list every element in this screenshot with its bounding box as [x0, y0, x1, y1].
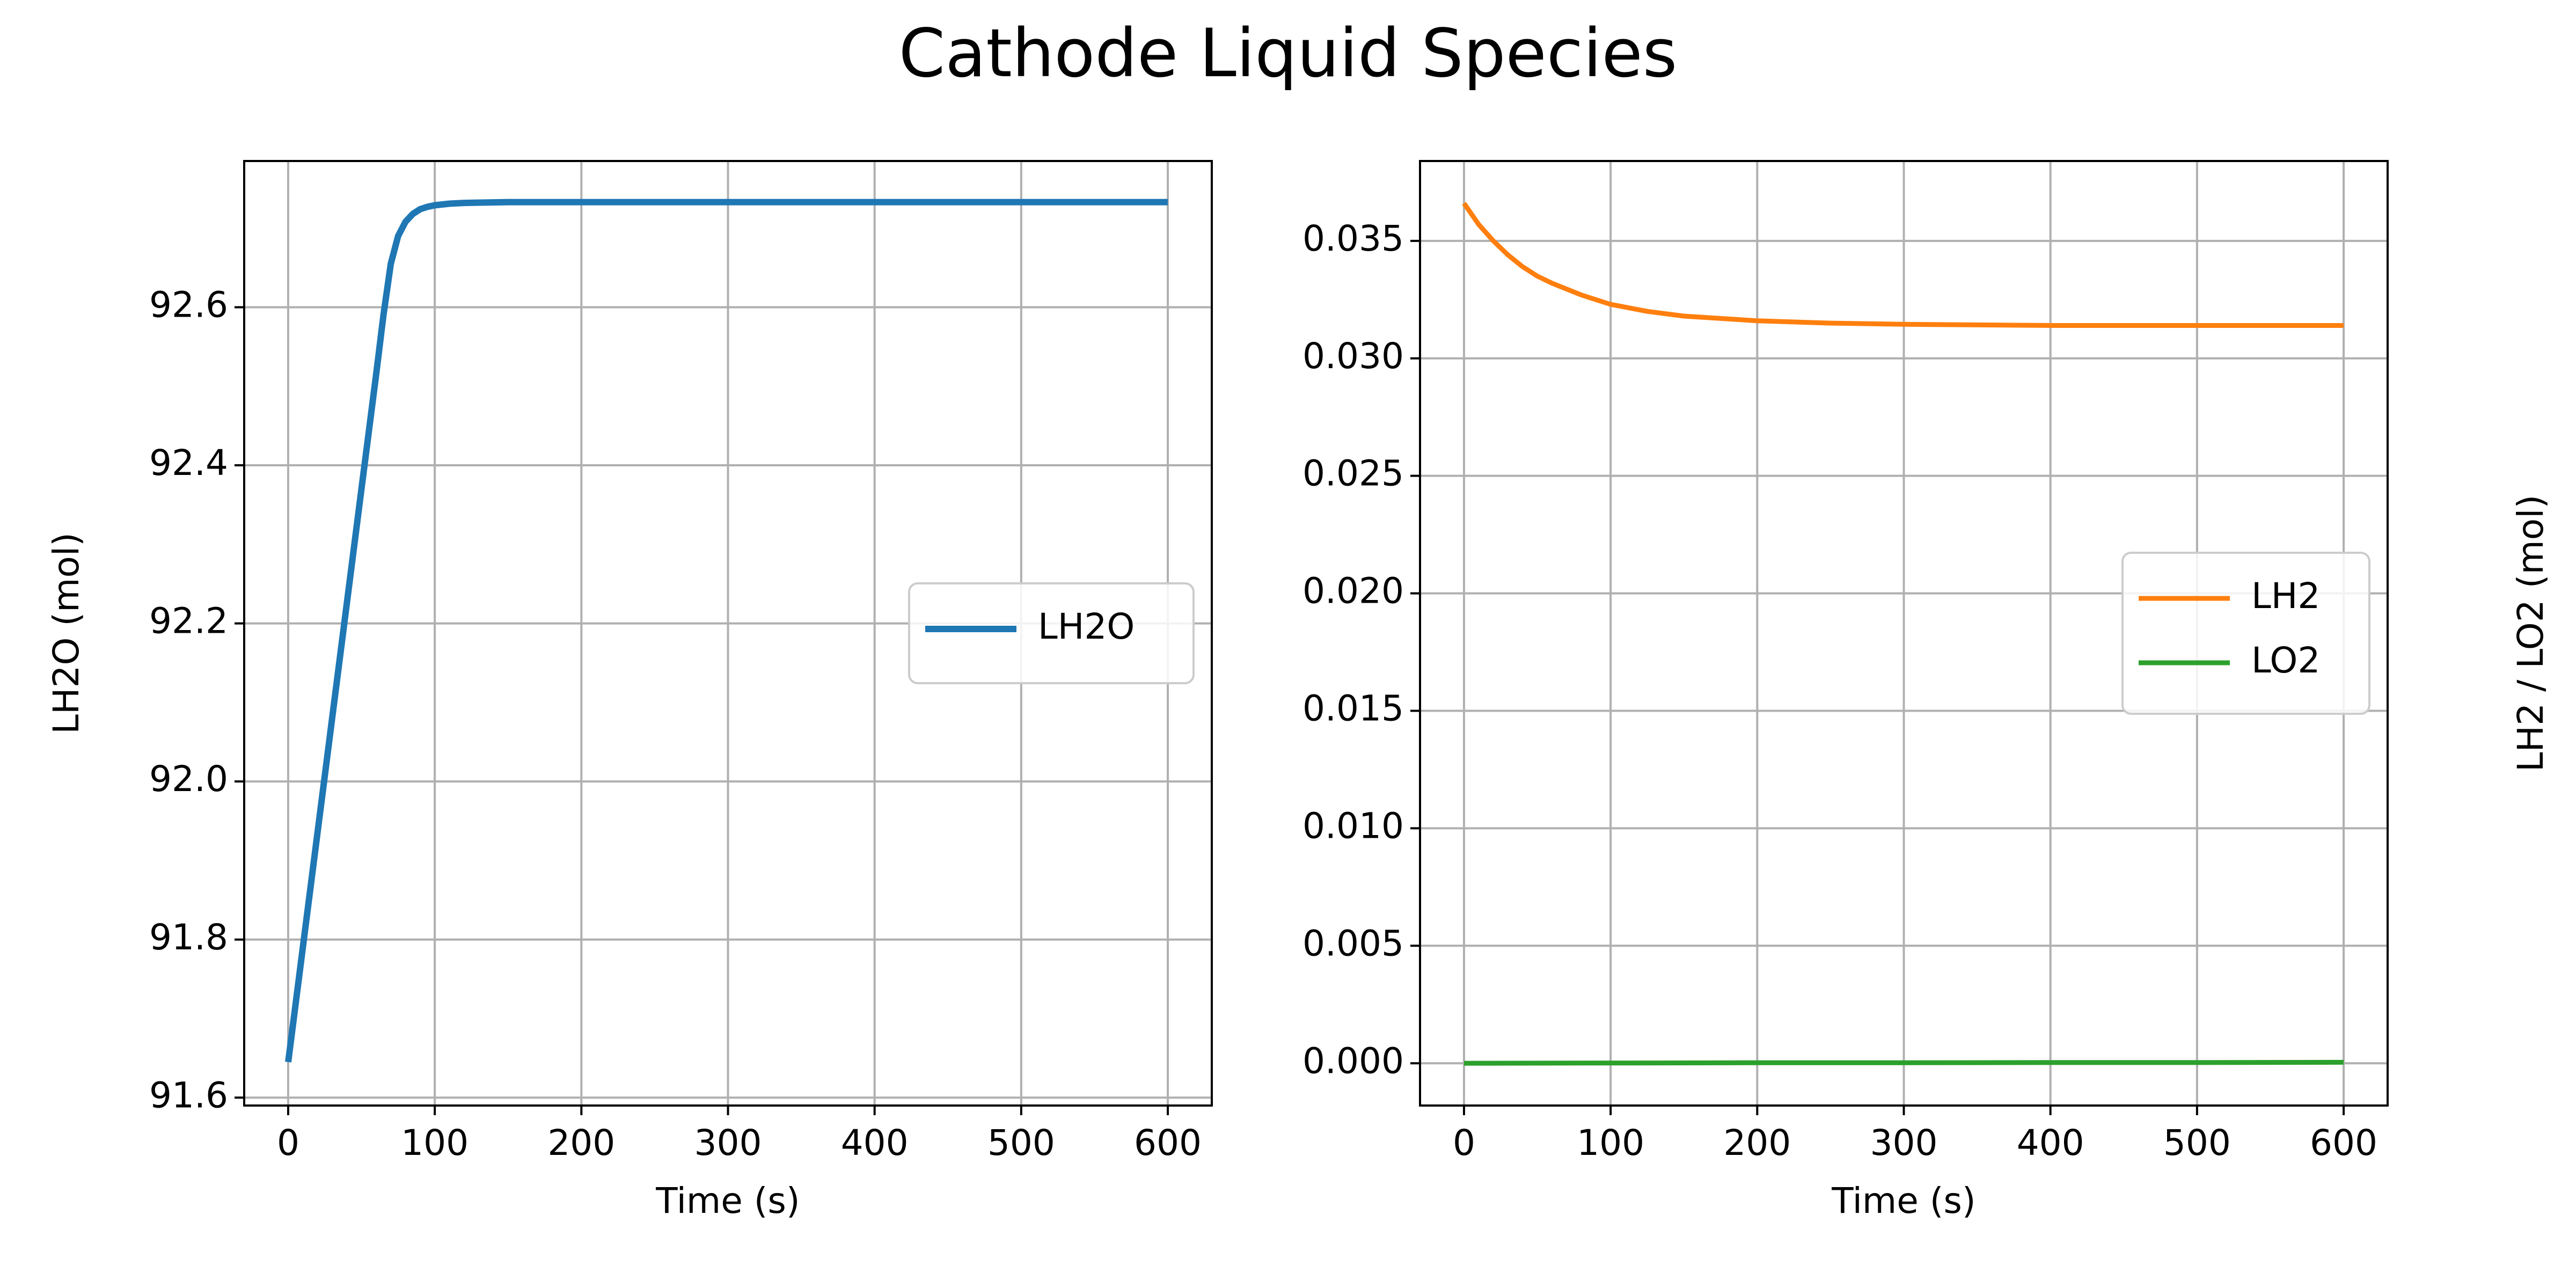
y-tick-label: 92.0	[149, 758, 228, 800]
legend-box	[908, 582, 1195, 684]
x-tick-label: 600	[2310, 1122, 2377, 1163]
x-tick-label: 400	[841, 1122, 909, 1163]
legend-label-lo2: LO2	[2251, 640, 2320, 681]
y-tick-label: 0.035	[1302, 218, 1404, 259]
x-tick-label: 200	[1723, 1122, 1791, 1163]
legend: LH2 LO2	[2121, 552, 2370, 715]
series-line-lh2o	[285, 199, 1168, 1063]
x-tick-label: 400	[2017, 1122, 2084, 1163]
y-tick-label: 92.2	[149, 601, 228, 642]
x-tick-label: 100	[401, 1122, 469, 1163]
legend: LH2O	[908, 582, 1195, 684]
right-subplot: 0 100 200 300 400 500 600 0.000 0.005 0.010 0.015 0…	[1302, 160, 2551, 1221]
y-axis-label: LH2 / LO2 (mol)	[2510, 495, 2551, 772]
x-tick-label: 0	[277, 1122, 299, 1163]
x-axis-label: Time (s)	[1831, 1180, 1975, 1221]
series-line-lo2	[1463, 1059, 2344, 1066]
x-tick-label: 100	[1577, 1122, 1644, 1163]
x-tick-label: 500	[987, 1122, 1055, 1163]
y-tick-label: 0.030	[1302, 335, 1404, 377]
legend-label-lh2: LH2	[2251, 575, 2320, 617]
x-tick-label: 500	[2163, 1122, 2231, 1163]
y-tick-label: 0.015	[1302, 688, 1404, 729]
y-tick-label: 92.6	[149, 284, 228, 326]
y-tick-label: 91.6	[149, 1074, 228, 1116]
x-tick-label: 0	[1453, 1122, 1475, 1163]
x-tick-label: 300	[694, 1122, 762, 1163]
y-axis-label: LH2O (mol)	[46, 532, 87, 734]
left-subplot: 0 100 200 300 400 500 600 91.6 91.8 92.0 92.2 92.4 9…	[46, 160, 1213, 1221]
legend-label-lh2o: LH2O	[1038, 606, 1135, 647]
y-tick-label: 0.025	[1302, 453, 1404, 494]
y-tick-label: 92.4	[149, 442, 228, 484]
y-tick-label: 0.020	[1302, 570, 1404, 612]
y-tick-label: 0.010	[1302, 805, 1404, 846]
x-tick-label: 600	[1134, 1122, 1202, 1163]
y-tick-label: 91.8	[149, 917, 228, 958]
series-line-lh2	[1462, 202, 2344, 328]
x-tick-label: 200	[547, 1122, 615, 1163]
y-tick-label: 0.005	[1302, 923, 1404, 964]
legend-box	[2121, 552, 2370, 715]
y-tick-label: 0.000	[1302, 1040, 1404, 1081]
figure-title: Cathode Liquid Species	[899, 15, 1678, 92]
x-axis-label: Time (s)	[655, 1180, 800, 1221]
x-tick-label: 300	[1870, 1122, 1938, 1163]
